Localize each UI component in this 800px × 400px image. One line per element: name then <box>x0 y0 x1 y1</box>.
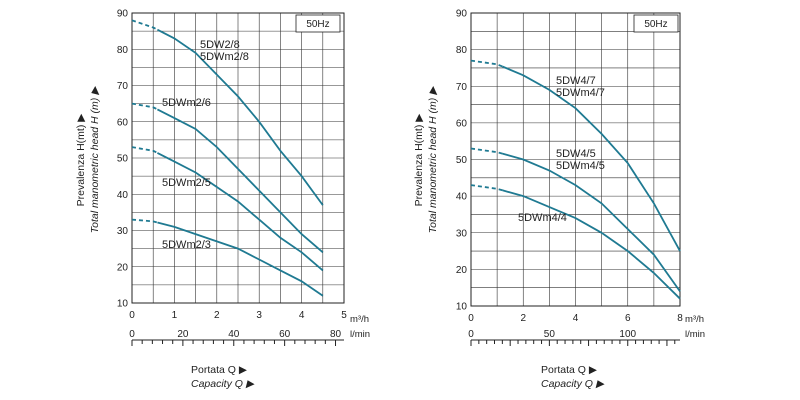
curve-dashed-segment <box>470 59 503 68</box>
x-tick-label-primary: 3 <box>256 310 262 321</box>
y-tick-label: 30 <box>117 226 129 237</box>
x-tick-label-secondary: 0 <box>129 329 135 340</box>
y-tick-label: 40 <box>456 192 468 203</box>
curves-right <box>470 59 681 300</box>
x-unit-primary-right: m³/h <box>685 314 704 325</box>
y-tick-label: 90 <box>456 9 468 20</box>
x-unit-secondary-right: l/min <box>685 329 705 340</box>
x-tick-label-secondary: 40 <box>228 329 240 340</box>
x-tick-label-primary: 4 <box>573 313 579 324</box>
x-tick-label-secondary: 50 <box>544 329 556 340</box>
y-label-it-left: Prevalenza H(mt) ▶ <box>75 113 87 207</box>
y-tick-label: 30 <box>456 228 468 239</box>
frequency-badge-right: 50Hz <box>644 19 667 30</box>
chart-right: 10 20 30 40 50 60 70 80 90 0 2 4 6 8 0 50 100 50Hz m³/… <box>413 9 705 391</box>
y-tick-label: 90 <box>117 9 129 20</box>
x-unit-primary-left: m³/h <box>350 314 369 325</box>
x-tick-label-primary: 5 <box>341 310 347 321</box>
x-tick-label-secondary: 0 <box>468 329 474 340</box>
y-ticks-left: 10 20 30 40 50 60 70 80 90 <box>117 9 129 310</box>
x-ticks-secondary-right: 0 50 100 <box>468 329 680 346</box>
x-label-it-right: Portata Q ▶ <box>541 364 598 376</box>
y-tick-label: 80 <box>456 45 468 56</box>
y-tick-label: 60 <box>117 117 129 128</box>
y-tick-label: 20 <box>117 262 129 273</box>
curve-solid-segment <box>502 65 681 252</box>
y-tick-label: 60 <box>456 118 468 129</box>
y-tick-label: 10 <box>117 299 129 310</box>
x-tick-label-primary: 4 <box>299 310 305 321</box>
curve-solid-segment <box>156 152 324 272</box>
x-tick-label-secondary: 100 <box>619 329 636 340</box>
x-tick-label-primary: 6 <box>625 313 631 324</box>
curve-solid-segment <box>502 152 681 292</box>
plot-frame-left <box>131 12 345 304</box>
y-ticks-right: 10 20 30 40 50 60 70 80 90 <box>456 9 468 313</box>
curve-solid-segment <box>156 108 324 253</box>
curve-solid-segment <box>157 221 324 297</box>
y-label-it-right: Prevalenza H(mt) ▶ <box>413 113 425 207</box>
frequency-badge-box-left <box>295 14 341 33</box>
curve-dashed-segment <box>131 102 158 111</box>
x-label-en-right: Capacity Q ▶ <box>541 378 605 390</box>
y-tick-label: 40 <box>117 190 129 201</box>
curve-label-5dw4-7: 5DW4/7 <box>556 75 596 87</box>
curve-dashed-segment <box>131 19 158 31</box>
y-label-en-left: Total manometric head H (m) ▶ <box>89 86 101 233</box>
y-tick-label: 70 <box>117 81 129 92</box>
x-tick-label-primary: 8 <box>677 313 683 324</box>
y-tick-label: 70 <box>456 82 468 93</box>
chart-left: 10 20 30 40 50 60 70 80 90 0 1 2 3 4 5 0 20 40 60 80 50Hz… <box>75 9 370 391</box>
curve-label-5dwm2-3: 5DWm2/3 <box>162 239 211 251</box>
x-tick-label-primary: 1 <box>172 310 178 321</box>
curve-label-5dw2-8: 5DW2/8 <box>200 39 240 51</box>
y-tick-label: 80 <box>117 45 129 56</box>
curve-dashed-segment <box>470 147 503 155</box>
curve-dashed-segment <box>470 184 503 192</box>
curves-left <box>131 19 324 297</box>
y-label-en-right: Total manometric head H (m) ▶ <box>427 86 439 233</box>
curve-dashed-segment <box>131 146 158 154</box>
curve-label-5dwm2-5: 5DWm2/5 <box>162 177 211 189</box>
x-ticks-primary-right: 0 2 4 6 8 <box>468 313 683 324</box>
x-label-en-left: Capacity Q ▶ <box>191 378 255 390</box>
curve-label-5dwm4-5: 5DWm4/5 <box>556 160 605 172</box>
curve-dashed-segment <box>131 218 158 224</box>
curve-solid-segment <box>502 189 681 300</box>
x-ticks-primary-left: 0 1 2 3 4 5 <box>129 310 347 321</box>
x-tick-label-primary: 0 <box>468 313 474 324</box>
curve-label-5dwm4-4: 5DWm4/4 <box>518 212 567 224</box>
x-tick-label-secondary: 20 <box>177 329 189 340</box>
x-tick-label-secondary: 60 <box>279 329 291 340</box>
y-tick-label: 50 <box>456 155 468 166</box>
y-tick-label: 10 <box>456 302 468 313</box>
x-tick-label-primary: 2 <box>214 310 220 321</box>
curve-solid-segment <box>156 28 324 206</box>
curve-label-5dwm2-6: 5DWm2/6 <box>162 97 211 109</box>
y-tick-label: 50 <box>117 154 129 165</box>
curve-label-5dw4-5: 5DW4/5 <box>556 148 596 160</box>
y-tick-label: 20 <box>456 265 468 276</box>
frequency-badge-left: 50Hz <box>306 19 329 30</box>
x-tick-label-primary: 0 <box>129 310 135 321</box>
x-unit-secondary-left: l/min <box>350 329 370 340</box>
frequency-badge-box-right <box>633 14 679 33</box>
x-label-it-left: Portata Q ▶ <box>191 364 248 376</box>
plot-frame-right <box>470 12 681 307</box>
x-tick-label-primary: 2 <box>520 313 526 324</box>
x-ticks-secondary-left: 0 20 40 60 80 <box>129 329 344 346</box>
x-tick-label-secondary: 80 <box>330 329 342 340</box>
curve-label-5dwm4-7: 5DWm4/7 <box>556 87 605 99</box>
curve-label-5dwm2-8: 5DWm2/8 <box>200 51 249 63</box>
